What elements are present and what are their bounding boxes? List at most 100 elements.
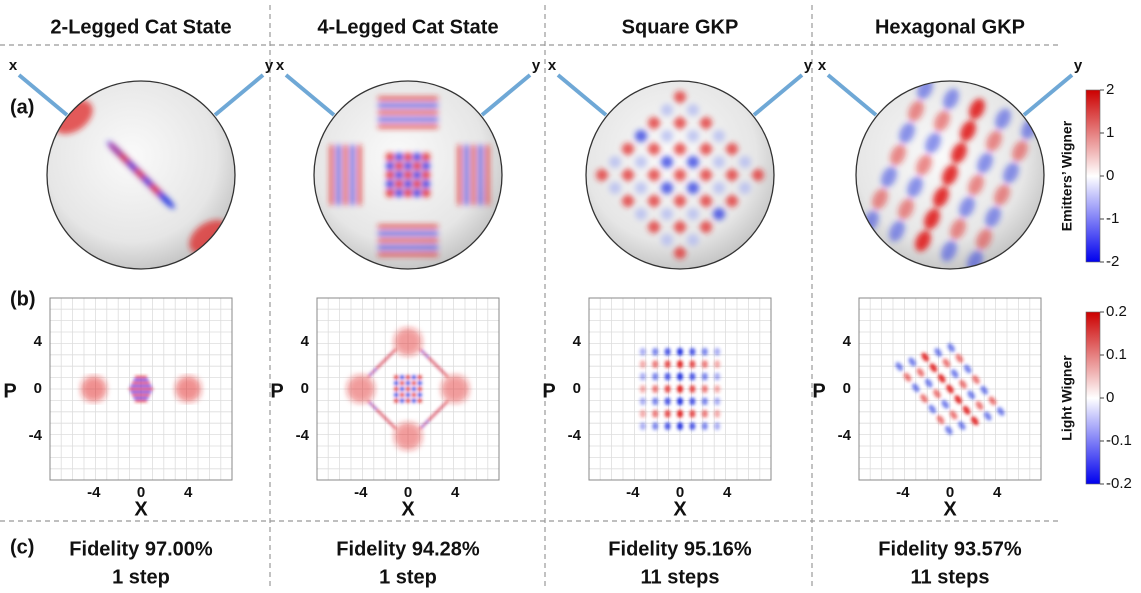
spot xyxy=(400,398,405,403)
fringe xyxy=(132,382,150,384)
spot xyxy=(701,360,708,369)
spot xyxy=(394,375,399,380)
row-label: (c) xyxy=(10,536,34,558)
fringe xyxy=(358,145,361,205)
spot xyxy=(995,108,1011,130)
spot xyxy=(946,384,954,394)
spot xyxy=(648,117,660,129)
plot-frame xyxy=(858,297,1042,481)
spot xyxy=(394,398,399,403)
spot xyxy=(417,392,422,397)
spot xyxy=(674,195,686,207)
spot xyxy=(689,397,696,406)
spot xyxy=(639,409,646,418)
spot xyxy=(972,375,980,385)
plot-pattern xyxy=(639,347,721,431)
plot-pattern xyxy=(346,327,470,451)
colorbar-tick-label: -0.2 xyxy=(1106,475,1132,492)
spot xyxy=(622,143,634,155)
spot xyxy=(955,353,964,363)
x-tick-label: 0 xyxy=(137,484,145,501)
spot xyxy=(413,189,421,197)
spot xyxy=(674,143,686,155)
spot xyxy=(413,153,421,161)
spot xyxy=(951,142,967,164)
fringe xyxy=(378,246,438,249)
spot xyxy=(639,422,646,431)
spot xyxy=(609,156,621,168)
spot xyxy=(404,189,412,197)
y-tick-label: 4 xyxy=(301,333,310,350)
fringe xyxy=(133,397,149,399)
x-axis-label: X xyxy=(943,498,957,520)
spot xyxy=(661,182,673,194)
spot xyxy=(975,401,984,410)
spot xyxy=(687,130,699,142)
fringe xyxy=(465,145,468,205)
spot xyxy=(954,395,963,405)
spot xyxy=(413,162,421,170)
fringe xyxy=(133,379,149,381)
steps: 1 step xyxy=(112,566,170,588)
steps: 11 steps xyxy=(911,566,990,588)
spot xyxy=(652,385,659,393)
spot xyxy=(949,410,958,420)
fringe xyxy=(378,232,438,235)
spot xyxy=(700,117,712,129)
spot xyxy=(701,422,708,431)
axis-rod xyxy=(284,73,336,117)
spot xyxy=(422,180,430,188)
y-axis-label: P xyxy=(270,380,283,402)
x-tick-label: 4 xyxy=(993,484,1002,501)
fringe xyxy=(479,145,482,205)
spot xyxy=(674,221,686,233)
y-tick-label: 0 xyxy=(301,380,309,397)
spot xyxy=(752,169,764,181)
plot-frame xyxy=(588,297,772,481)
spot xyxy=(687,234,699,246)
x-tick-label: 0 xyxy=(946,484,954,501)
spot xyxy=(413,180,421,188)
fringe xyxy=(337,145,340,205)
colorbar-tick-label: 0 xyxy=(1106,389,1114,406)
spot xyxy=(889,220,905,242)
spot xyxy=(950,369,959,379)
axis-label: y xyxy=(1074,57,1083,74)
spot xyxy=(413,171,421,179)
column-title: 4-Legged Cat State xyxy=(317,16,498,38)
spot xyxy=(714,347,721,356)
spot xyxy=(622,169,634,181)
spot xyxy=(652,372,659,381)
axis-rod xyxy=(826,73,878,117)
spot xyxy=(652,409,659,418)
spot xyxy=(689,372,696,381)
x-tick-label: -4 xyxy=(896,484,910,501)
spot xyxy=(983,411,992,421)
y-axis-label: P xyxy=(3,380,16,402)
y-tick-label: 0 xyxy=(573,380,581,397)
spot xyxy=(714,409,721,418)
spot xyxy=(664,397,671,406)
colorbar-tick-label: -1 xyxy=(1106,210,1119,227)
fringe xyxy=(157,191,175,209)
spot xyxy=(422,171,430,179)
colorbar-tick-label: -2 xyxy=(1106,253,1119,270)
plot-pattern xyxy=(895,343,1005,435)
spot xyxy=(652,347,659,356)
axis-rod xyxy=(213,73,265,117)
steps: 11 steps xyxy=(641,566,720,588)
spot xyxy=(687,208,699,220)
axis-label: x xyxy=(9,57,18,74)
spot xyxy=(916,154,932,176)
spot xyxy=(677,422,683,431)
fringe xyxy=(375,348,397,370)
spot xyxy=(977,152,993,174)
spot xyxy=(726,143,738,155)
sphere-pattern xyxy=(330,97,489,256)
spot xyxy=(386,162,394,170)
lobe xyxy=(80,376,107,402)
y-tick-label: -4 xyxy=(296,427,310,444)
axis-label: y xyxy=(265,57,274,74)
spot xyxy=(661,156,673,168)
